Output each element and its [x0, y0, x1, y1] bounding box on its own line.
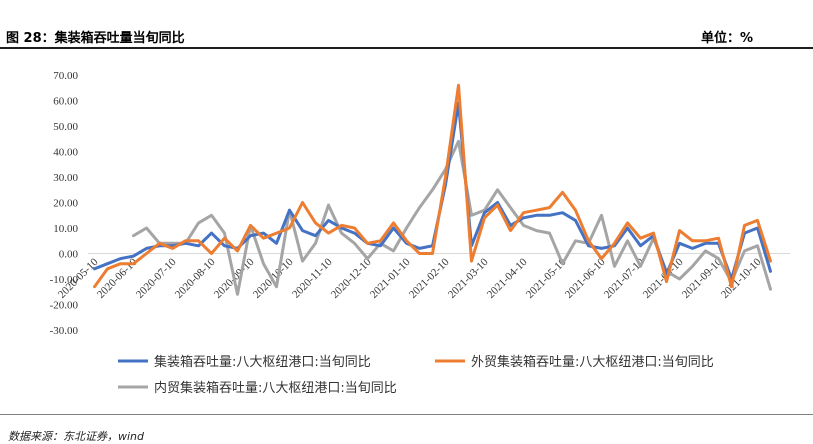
y-tick-label: -10.00 [50, 274, 79, 286]
y-tick-label: -20.00 [50, 300, 79, 312]
line-chart: 70.00 60.00 50.00 40.00 30.00 20.00 10.00 0.00 -… [50, 70, 790, 396]
x-tick-label: 2021-09-10 [680, 256, 725, 301]
x-tick-label: 2021-02-10 [407, 256, 452, 301]
y-tick-label: 60.00 [53, 96, 78, 108]
y-tick-label: 40.00 [53, 147, 78, 159]
series-layer [93, 83, 772, 296]
x-tick-label: 2020-07-10 [134, 256, 179, 301]
source-note: 数据来源：东北证券，wind [8, 430, 145, 443]
series-line-2 [93, 83, 772, 289]
y-tick-label: 70.00 [53, 70, 78, 82]
legend-label-1: 集装箱吞吐量:八大枢纽港口:当旬同比 [154, 354, 371, 370]
y-tick-label: 30.00 [53, 172, 78, 184]
x-tick-label: 2020-08-10 [173, 256, 218, 301]
bottom-rule [0, 414, 813, 415]
x-axis: 2020-05-102020-06-102020-07-102020-08-10… [56, 256, 764, 301]
y-tick-label: -30.00 [50, 325, 79, 337]
x-tick-label: 2020-12-10 [329, 256, 374, 301]
y-axis: 70.00 60.00 50.00 40.00 30.00 20.00 10.00 0.00 -… [50, 70, 79, 337]
y-tick-label: 20.00 [53, 198, 78, 210]
unit-label: 单位：% [700, 31, 753, 46]
y-tick-label: 10.00 [53, 223, 78, 235]
x-tick-label: 2020-11-10 [290, 256, 335, 301]
figure-title: 图 28：集装箱吞吐量当旬同比 [6, 31, 185, 46]
y-tick-label: 0.00 [59, 249, 79, 261]
x-tick-label: 2021-01-10 [368, 256, 413, 301]
legend-label-3: 内贸集装箱吞吐量:八大枢纽港口:当旬同比 [154, 380, 397, 396]
legend: 集装箱吞吐量:八大枢纽港口:当旬同比 外贸集装箱吞吐量:八大枢纽港口:当旬同比内贸… [118, 354, 714, 396]
figure-header: 图 28：集装箱吞吐量当旬同比 单位：% [0, 0, 813, 48]
legend-label-2: 外贸集装箱吞吐量:八大枢纽港口:当旬同比 [471, 354, 714, 370]
y-tick-label: 50.00 [53, 121, 78, 133]
x-tick-label: 2021-03-10 [446, 256, 491, 301]
x-tick-label: 2021-04-10 [485, 256, 530, 301]
top-rule [0, 47, 813, 49]
x-tick-label: 2021-06-10 [563, 256, 608, 301]
